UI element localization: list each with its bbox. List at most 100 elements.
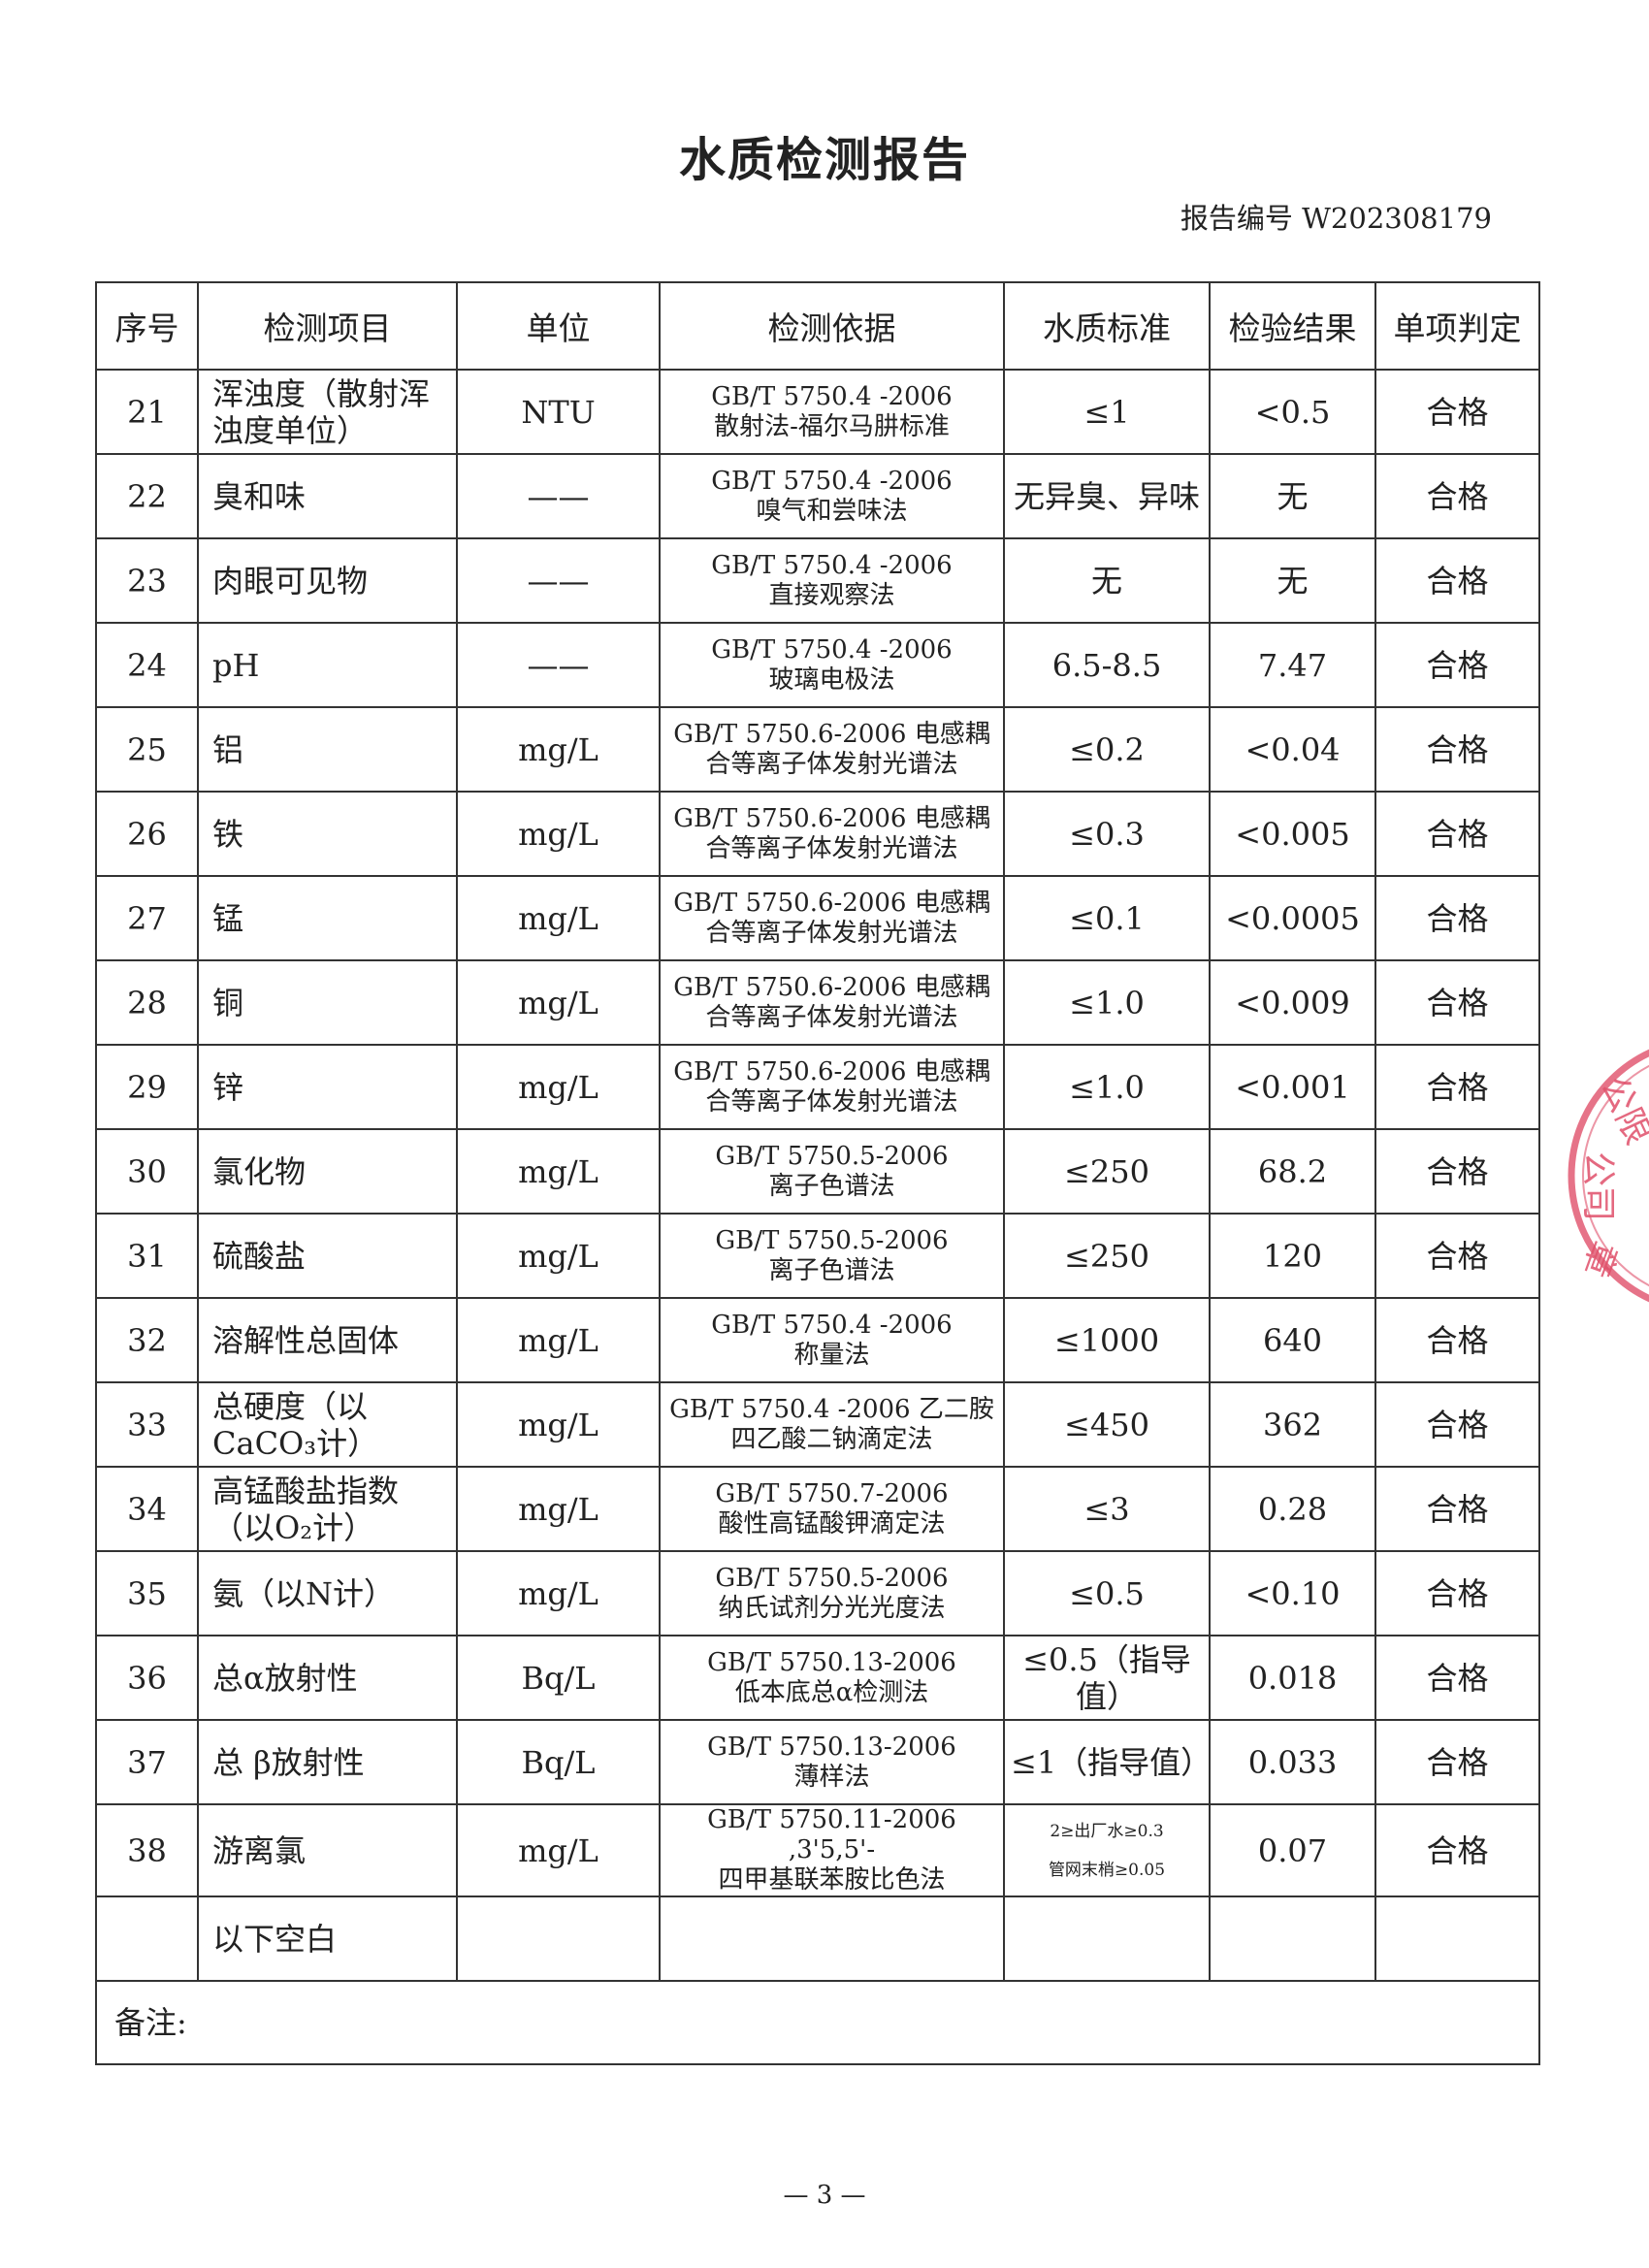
cell-standard: ≤3 (1003, 1466, 1211, 1552)
method-line: 离子色谱法 (768, 1171, 895, 1201)
table-row: 25 铝 mg/L GB/T 5750.6-2006 电感耦 合等离子体发射光谱法 ≤0.… (95, 706, 1540, 793)
blank-row: 以下空白 (95, 1895, 1540, 1982)
cell-judgement: 合格 (1374, 1128, 1540, 1215)
cell-method: GB/T 5750.6-2006 电感耦 合等离子体发射光谱法 (659, 959, 1005, 1046)
cell-result: <0.001 (1209, 1044, 1376, 1130)
method-line: GB/T 5750.6-2006 电感耦 (673, 719, 990, 749)
cell-unit: mg/L (456, 1381, 661, 1468)
table-row: 37 总 β放射性 Bq/L GB/T 5750.13-2006 薄样法 ≤1（指导值） 0… (95, 1719, 1540, 1805)
method-line: GB/T 5750.6-2006 电感耦 (673, 888, 990, 918)
cell-item: 氨（以N计） (197, 1550, 458, 1636)
cell-unit: mg/L (456, 1550, 661, 1636)
cell-method: GB/T 5750.4 -2006 嗅气和尝味法 (659, 453, 1005, 539)
method-line: 薄样法 (793, 1762, 870, 1792)
cell-judgement: 合格 (1374, 1044, 1540, 1130)
cell (1374, 1895, 1540, 1982)
cell-standard: 2≥出厂水≥0.3 管网末梢≥0.05 (1003, 1803, 1211, 1897)
method-line: GB/T 5750.11-2006 ,3'5,5'- (707, 1805, 956, 1864)
method-line: GB/T 5750.5-2006 (715, 1225, 949, 1255)
method-line: 离子色谱法 (768, 1255, 895, 1285)
table-row: 34 高锰酸盐指数（以O₂计） mg/L GB/T 5750.7-2006 酸性高锰酸钾… (95, 1466, 1540, 1552)
table-row: 36 总α放射性 Bq/L GB/T 5750.13-2006 低本底总α检测法 ≤0.5… (95, 1635, 1540, 1721)
method-line: GB/T 5750.13-2006 (707, 1647, 956, 1677)
cell-standard: ≤0.2 (1003, 706, 1211, 793)
cell-standard: ≤250 (1003, 1128, 1211, 1215)
cell-method: GB/T 5750.4 -2006 散射法-福尔马肼标准 (659, 369, 1005, 455)
cell-judgement: 合格 (1374, 1213, 1540, 1299)
cell-unit: Bq/L (456, 1635, 661, 1721)
cell-item: 肉眼可见物 (197, 537, 458, 624)
cell-no: 26 (95, 791, 199, 877)
cell-standard: ≤450 (1003, 1381, 1211, 1468)
cell-standard: 无异臭、异味 (1003, 453, 1211, 539)
page-title: 水质检测报告 (678, 133, 970, 187)
table-row: 35 氨（以N计） mg/L GB/T 5750.5-2006 纳氏试剂分光光度法 ≤0.… (95, 1550, 1540, 1636)
cell-judgement: 合格 (1374, 959, 1540, 1046)
cell-unit: mg/L (456, 1803, 661, 1897)
method-line: 合等离子体发射光谱法 (705, 1002, 958, 1032)
method-line: 合等离子体发射光谱法 (705, 918, 958, 948)
cell-judgement: 合格 (1374, 1550, 1540, 1636)
cell-unit: NTU (456, 369, 661, 455)
cell-method: GB/T 5750.4 -2006 称量法 (659, 1297, 1005, 1383)
table-row: 32 溶解性总固体 mg/L GB/T 5750.4 -2006 称量法 ≤1000 640… (95, 1297, 1540, 1383)
table-header-row: 序号 检测项目 单位 检测依据 水质标准 检验结果 单项判定 (95, 281, 1540, 371)
cell-standard: ≤1.0 (1003, 1044, 1211, 1130)
cell-no: 21 (95, 369, 199, 455)
method-line: GB/T 5750.4 -2006 (711, 381, 953, 411)
cell-result: <0.009 (1209, 959, 1376, 1046)
method-line: 合等离子体发射光谱法 (705, 833, 958, 863)
cell-result: 7.47 (1209, 622, 1376, 708)
cell-no: 23 (95, 537, 199, 624)
cell-no: 32 (95, 1297, 199, 1383)
method-line: 四乙酸二钠滴定法 (730, 1424, 933, 1454)
cell-item: 铁 (197, 791, 458, 877)
cell-item: 锰 (197, 875, 458, 961)
cell-unit: mg/L (456, 1128, 661, 1215)
cell-item: 高锰酸盐指数（以O₂计） (197, 1466, 458, 1552)
method-line: GB/T 5750.4 -2006 (711, 550, 953, 580)
cell-unit: mg/L (456, 1466, 661, 1552)
table-row: 27 锰 mg/L GB/T 5750.6-2006 电感耦 合等离子体发射光谱法 ≤0.… (95, 875, 1540, 961)
company-seal: 公限 公司 章 (1568, 1049, 1649, 1303)
cell-judgement: 合格 (1374, 706, 1540, 793)
method-line: GB/T 5750.6-2006 电感耦 (673, 972, 990, 1002)
method-line: GB/T 5750.5-2006 (715, 1141, 949, 1171)
cell-unit: mg/L (456, 706, 661, 793)
cell-result: 无 (1209, 537, 1376, 624)
cell (1003, 1895, 1211, 1982)
cell-result: 0.07 (1209, 1803, 1376, 1897)
column-header: 单位 (456, 281, 661, 371)
method-line: 四甲基联苯胺比色法 (718, 1865, 946, 1895)
cell-standard: 无 (1003, 537, 1211, 624)
table-row: 26 铁 mg/L GB/T 5750.6-2006 电感耦 合等离子体发射光谱法 ≤0.… (95, 791, 1540, 877)
cell-method: GB/T 5750.6-2006 电感耦 合等离子体发射光谱法 (659, 1044, 1005, 1130)
cell (659, 1895, 1005, 1982)
cell-unit: mg/L (456, 1213, 661, 1299)
cell-item: 氯化物 (197, 1128, 458, 1215)
cell: 以下空白 (197, 1895, 458, 1982)
cell-item: 锌 (197, 1044, 458, 1130)
cell-no: 22 (95, 453, 199, 539)
cell-result: 0.018 (1209, 1635, 1376, 1721)
cell-no: 33 (95, 1381, 199, 1468)
cell-method: GB/T 5750.6-2006 电感耦 合等离子体发射光谱法 (659, 875, 1005, 961)
method-line: GB/T 5750.4 -2006 (711, 1310, 953, 1340)
remark-row: 备注: (95, 1980, 1540, 2065)
table-row: 38 游离氯 mg/L GB/T 5750.11-2006 ,3'5,5'- 四甲基联苯… (95, 1803, 1540, 1897)
cell-unit: mg/L (456, 791, 661, 877)
method-line: 散射法-福尔马肼标准 (714, 411, 950, 441)
cell (1209, 1895, 1376, 1982)
cell-standard: ≤0.5（指导值） (1003, 1635, 1211, 1721)
cell-method: GB/T 5750.4 -2006 乙二胺 四乙酸二钠滴定法 (659, 1381, 1005, 1468)
cell-unit: —— (456, 453, 661, 539)
method-line: 合等离子体发射光谱法 (705, 749, 958, 779)
table-row: 22 臭和味 —— GB/T 5750.4 -2006 嗅气和尝味法 无异臭、异味无合格 (95, 453, 1540, 539)
cell-method: GB/T 5750.13-2006 薄样法 (659, 1719, 1005, 1805)
cell-judgement: 合格 (1374, 537, 1540, 624)
cell-judgement: 合格 (1374, 369, 1540, 455)
cell-judgement: 合格 (1374, 1635, 1540, 1721)
cell-no: 31 (95, 1213, 199, 1299)
cell-standard: ≤250 (1003, 1213, 1211, 1299)
cell-unit: mg/L (456, 1297, 661, 1383)
